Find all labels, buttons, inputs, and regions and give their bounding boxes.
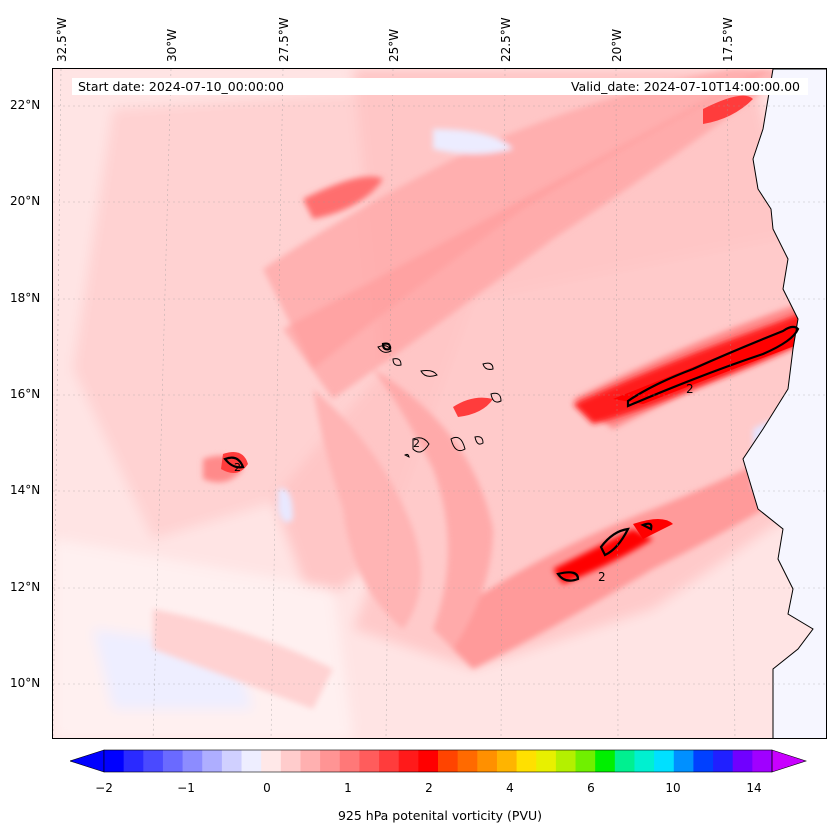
colorbar-swatch xyxy=(123,750,144,772)
colorbar-swatch xyxy=(614,750,635,772)
colorbar-swatch xyxy=(516,750,537,772)
colorbar-outline xyxy=(103,749,773,773)
contour-label: 2 xyxy=(598,570,606,584)
colorbar-tick: −2 xyxy=(95,781,113,795)
colorbar-swatch xyxy=(241,750,262,772)
colorbar-swatch xyxy=(634,750,655,772)
colorbar-swatch xyxy=(339,750,360,772)
colorbar-tick: 4 xyxy=(506,781,514,795)
colorbar-swatch xyxy=(418,750,439,772)
colorbar xyxy=(70,749,807,773)
colorbar-over-arrow xyxy=(771,749,807,773)
lat-label: 10°N xyxy=(10,676,41,690)
colorbar-swatch xyxy=(162,750,184,772)
colorbar-tick: 1 xyxy=(344,781,352,795)
colorbar-swatch xyxy=(438,750,459,772)
colorbar-swatch xyxy=(496,750,518,772)
colorbar-swatch xyxy=(477,750,498,772)
lat-label: 12°N xyxy=(10,580,41,594)
colorbar-swatch xyxy=(221,750,243,772)
colorbar-swatch xyxy=(182,750,203,772)
colorbar-swatch xyxy=(457,750,478,772)
colorbar-swatch xyxy=(575,750,596,772)
colorbar-swatch xyxy=(595,750,616,772)
colorbar-swatch xyxy=(202,750,223,772)
map-panel[interactable]: 2 2 2 2 xyxy=(52,68,827,739)
start-date: Start date: 2024-07-10_00:00:00 xyxy=(78,79,284,94)
colorbar-swatch xyxy=(713,750,734,772)
contour-label: 2 xyxy=(686,382,694,396)
colorbar-swatch xyxy=(359,750,380,772)
colorbar-tick: 6 xyxy=(587,781,595,795)
colorbar-swatch xyxy=(673,750,694,772)
graticule xyxy=(53,69,826,738)
colorbar-under-arrow xyxy=(70,749,105,773)
lon-label: 25°W xyxy=(387,28,401,62)
pv-field-map: 2 2 2 2 xyxy=(53,69,826,738)
colorbar-swatch xyxy=(693,750,714,772)
colorbar-swatch xyxy=(654,750,675,772)
valid-date: Valid_date: 2024-07-10T14:00:00.00 xyxy=(570,79,800,94)
lat-label: 14°N xyxy=(10,483,41,497)
lat-label: 20°N xyxy=(10,194,41,208)
colorbar-swatch xyxy=(752,750,773,772)
lon-label: 17.5°W xyxy=(721,17,735,62)
colorbar-tick: 0 xyxy=(263,781,271,795)
colorbar-tick: 10 xyxy=(665,781,681,795)
pv-contour-2 xyxy=(223,325,800,582)
colorbar-swatch xyxy=(280,750,301,772)
lon-label: 30°W xyxy=(165,28,179,62)
lat-label: 22°N xyxy=(10,98,41,112)
colorbar-label: 925 hPa potenital vorticity (PVU) xyxy=(337,808,543,823)
contour-label: 2 xyxy=(413,437,420,450)
contour-label: 2 xyxy=(234,461,241,474)
colorbar-swatch xyxy=(379,750,400,772)
lon-label: 22.5°W xyxy=(499,17,513,62)
colorbar-swatch xyxy=(143,750,164,772)
colorbar-swatch xyxy=(261,750,282,772)
colorbar-swatch xyxy=(320,750,341,772)
lon-label: 20°W xyxy=(610,28,624,62)
colorbar-swatch xyxy=(104,750,125,772)
colorbar-tick: −1 xyxy=(177,781,195,795)
lat-label: 16°N xyxy=(10,387,41,401)
lon-label: 27.5°W xyxy=(277,17,291,62)
colorbar-swatch xyxy=(398,750,419,772)
colorbar-swatch xyxy=(300,750,321,772)
colorbar-swatch xyxy=(732,750,753,772)
colorbar-swatch xyxy=(536,750,557,772)
colorbar-tick: 14 xyxy=(746,781,762,795)
lat-label: 18°N xyxy=(10,291,41,305)
colorbar-swatch xyxy=(555,750,577,772)
lon-label: 32.5°W xyxy=(55,17,69,62)
land-africa xyxy=(742,69,826,738)
colorbar-tick: 2 xyxy=(425,781,433,795)
date-banner: Start date: 2024-07-10_00:00:00 Valid_da… xyxy=(72,78,808,95)
